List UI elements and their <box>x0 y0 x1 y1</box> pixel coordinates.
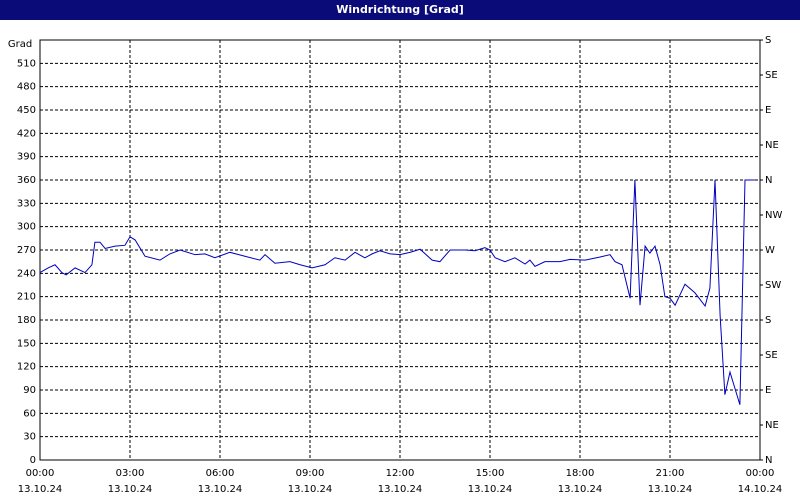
y-tick-label: 150 <box>17 338 36 349</box>
x-tick-date: 13.10.24 <box>558 484 603 495</box>
y2-tick-label: NE <box>765 420 779 431</box>
y2-tick-label: N <box>765 455 772 466</box>
x-tick-date: 13.10.24 <box>468 484 513 495</box>
y-tick-label: 60 <box>23 408 36 419</box>
y-tick-label: 480 <box>17 82 36 93</box>
plot-frame <box>39 39 761 461</box>
x-tick-label: 03:00 <box>116 468 145 479</box>
x-tick-date: 13.10.24 <box>378 484 423 495</box>
chart-title: Windrichtung [Grad] <box>336 3 464 16</box>
y2-tick-label: SE <box>765 350 778 361</box>
x-tick-label: 21:00 <box>656 468 685 479</box>
y-tick-label: 330 <box>17 198 36 209</box>
x-tick-label: 00:00 <box>26 468 55 479</box>
y2-tick-label: S <box>765 35 771 46</box>
y2-tick-label: SW <box>765 280 781 291</box>
y2-tick-label: SE <box>765 70 778 81</box>
y2-tick-label: S <box>765 315 771 326</box>
y-tick-label: 90 <box>23 385 36 396</box>
y-axis-label: Grad <box>8 39 32 50</box>
x-tick-date: 13.10.24 <box>648 484 693 495</box>
y2-tick-label: NW <box>765 210 782 221</box>
x-tick-label: 12:00 <box>386 468 415 479</box>
x-tick-label: 18:00 <box>566 468 595 479</box>
y-tick-label: 30 <box>23 432 36 443</box>
y2-tick-label: E <box>765 385 771 396</box>
y-tick-label: 120 <box>17 362 36 373</box>
data-line <box>39 179 755 405</box>
x-tick-label: 06:00 <box>206 468 235 479</box>
y-tick-label: 240 <box>17 268 36 279</box>
x-tick-label: 00:00 <box>746 468 775 479</box>
y-tick-label: 420 <box>17 128 36 139</box>
y-tick-label: 180 <box>17 315 36 326</box>
y-tick-label: 300 <box>17 222 36 233</box>
y-tick-label: 390 <box>17 152 36 163</box>
x-tick-date: 13.10.24 <box>198 484 243 495</box>
y-tick-label: 450 <box>17 105 36 116</box>
x-tick-date: 13.10.24 <box>18 484 63 495</box>
y2-tick-label: NE <box>765 140 779 151</box>
x-tick-date: 13.10.24 <box>108 484 153 495</box>
x-tick-label: 09:00 <box>296 468 325 479</box>
y-tick-label: 270 <box>17 245 36 256</box>
x-tick-date: 14.10.24 <box>738 484 783 495</box>
y2-tick-label: N <box>765 175 772 186</box>
y-tick-label: 510 <box>17 58 36 69</box>
y-tick-label: 360 <box>17 175 36 186</box>
x-tick-date: 13.10.24 <box>288 484 333 495</box>
y-tick-label: 0 <box>30 455 36 466</box>
y2-tick-label: E <box>765 105 771 116</box>
y2-tick-label: W <box>765 245 775 256</box>
y-tick-label: 210 <box>17 292 36 303</box>
x-tick-label: 15:00 <box>476 468 505 479</box>
title-bar <box>0 0 800 20</box>
